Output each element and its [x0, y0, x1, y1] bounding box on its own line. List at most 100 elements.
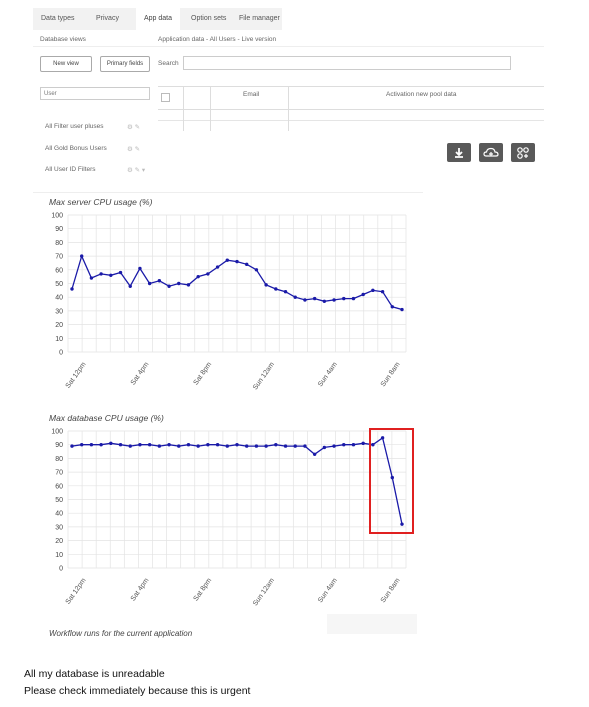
y-tick-label: 20 — [55, 322, 63, 329]
data-point — [361, 292, 365, 297]
edit-pencil-icon[interactable]: ⚙ ✎ — [127, 146, 141, 153]
user-input[interactable]: User — [40, 87, 150, 100]
data-point — [332, 298, 336, 302]
tab-data-types[interactable]: Data types — [41, 15, 75, 22]
database-views-label: Database views — [40, 36, 86, 43]
workflow-icon — [517, 147, 529, 159]
x-tick-label: Sun 4am — [317, 577, 339, 604]
data-point — [147, 281, 152, 286]
download-icon — [455, 148, 463, 158]
workflow-button[interactable] — [511, 143, 535, 162]
data-point — [235, 443, 239, 447]
data-point — [293, 295, 297, 299]
data-point — [283, 444, 288, 448]
data-point — [293, 444, 297, 448]
y-tick-label: 60 — [55, 267, 63, 274]
data-point — [215, 265, 220, 269]
y-tick-label: 10 — [55, 336, 63, 343]
primary-fields-button[interactable]: Primary fields — [100, 56, 150, 72]
data-point — [147, 443, 152, 447]
data-point — [400, 307, 404, 312]
y-tick-label: 50 — [55, 281, 63, 288]
data-point — [196, 274, 200, 279]
data-point — [186, 283, 191, 287]
column-header-activation: Activation new pool data — [386, 91, 457, 98]
faded-controls — [327, 614, 417, 634]
data-point — [371, 288, 375, 293]
data-point — [380, 290, 385, 294]
y-tick-label: 50 — [55, 497, 63, 504]
data-point — [177, 444, 181, 448]
select-all-checkbox[interactable] — [161, 93, 170, 102]
data-point — [322, 445, 327, 450]
y-tick-label: 20 — [55, 538, 63, 545]
y-tick-label: 100 — [51, 429, 63, 436]
data-point — [283, 290, 288, 294]
data-point — [274, 287, 278, 291]
data-point — [80, 443, 84, 447]
data-point — [99, 272, 103, 276]
tab-app-data[interactable]: App data — [136, 8, 181, 30]
divider — [33, 192, 423, 193]
tab-option-sets[interactable]: Option sets — [191, 15, 227, 22]
data-table: Email Activation new pool data — [158, 86, 544, 131]
x-tick-label: Sat 12pm — [65, 577, 88, 606]
y-tick-label: 30 — [55, 308, 63, 315]
data-point — [351, 443, 356, 447]
data-point — [264, 444, 268, 448]
column-divider — [210, 87, 211, 131]
data-point — [196, 444, 200, 448]
y-tick-label: 30 — [55, 524, 63, 531]
tab-privacy[interactable]: Privacy — [96, 15, 119, 22]
edit-pencil-icon[interactable]: ⚙ ✎ ▾ — [127, 167, 146, 174]
data-point — [167, 284, 171, 288]
y-tick-label: 80 — [55, 456, 63, 463]
search-input[interactable] — [183, 56, 511, 70]
message-line-2: Please check immediately because this is… — [24, 685, 251, 697]
data-point — [342, 443, 346, 447]
y-tick-label: 70 — [55, 470, 63, 477]
y-tick-label: 40 — [55, 295, 63, 302]
data-point — [342, 296, 346, 301]
view-item-label[interactable]: All User ID Filters — [45, 166, 96, 173]
data-point — [118, 443, 123, 447]
data-point — [351, 296, 356, 301]
view-item-label[interactable]: All Gold Bonus Users — [45, 145, 107, 152]
data-point — [303, 444, 307, 448]
data-point — [215, 443, 220, 447]
data-point — [390, 475, 394, 480]
highlight-box — [369, 428, 414, 534]
cloud-upload-button[interactable] — [479, 143, 503, 162]
y-tick-label: 0 — [59, 350, 63, 357]
data-point — [400, 522, 404, 526]
search-label: Search — [158, 60, 179, 67]
download-button[interactable] — [447, 143, 471, 162]
tab-bar: Data types Privacy App data Option sets … — [33, 8, 282, 30]
divider — [33, 46, 544, 47]
edit-pencil-icon[interactable]: ⚙ ✎ — [127, 124, 141, 131]
table-row-divider — [158, 120, 544, 121]
workflow-title: Workflow runs for the current applicatio… — [49, 629, 193, 638]
tab-file-manager[interactable]: File manager — [239, 15, 280, 22]
data-point — [254, 444, 259, 448]
y-tick-label: 90 — [55, 442, 63, 449]
data-point — [186, 443, 191, 447]
cloud-upload-icon — [483, 147, 499, 157]
x-tick-label: Sun 8am — [380, 577, 402, 604]
x-tick-label: Sat 4pm — [130, 577, 151, 603]
data-point — [225, 444, 229, 448]
data-point — [118, 270, 123, 275]
data-point — [332, 444, 336, 448]
view-item-label[interactable]: All Filter user pluses — [45, 123, 104, 130]
data-point — [235, 259, 239, 264]
chart-title: Max database CPU usage (%) — [49, 413, 164, 423]
new-view-button[interactable]: New view — [40, 56, 92, 72]
data-point — [206, 272, 210, 276]
data-point — [157, 444, 162, 448]
data-point — [70, 287, 74, 291]
data-point — [128, 444, 132, 448]
data-point — [245, 262, 249, 267]
data-point — [70, 444, 74, 448]
data-point — [303, 298, 307, 302]
